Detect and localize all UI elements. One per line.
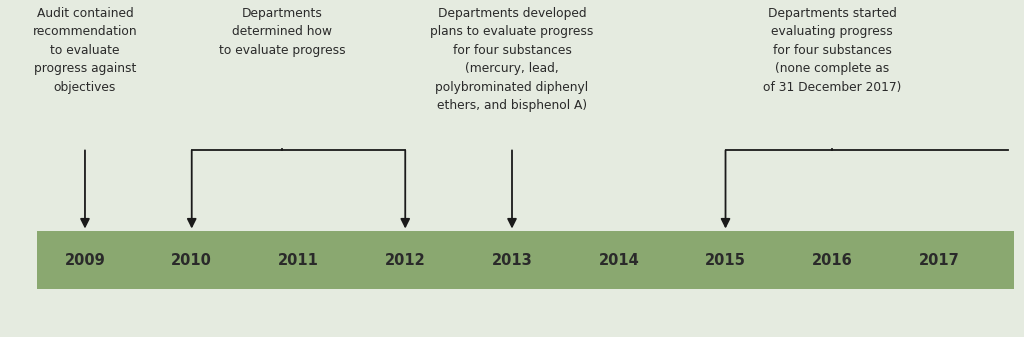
Text: 2016: 2016 [812, 253, 853, 268]
Text: Departments started
evaluating progress
for four substances
(none complete as
of: Departments started evaluating progress … [763, 7, 901, 94]
Text: 2010: 2010 [171, 253, 212, 268]
Text: 2014: 2014 [598, 253, 639, 268]
Bar [37, 231, 1014, 289]
Text: 2015: 2015 [706, 253, 745, 268]
Text: 2011: 2011 [279, 253, 318, 268]
Text: 2012: 2012 [385, 253, 426, 268]
Text: 2017: 2017 [919, 253, 959, 268]
Text: 2009: 2009 [65, 253, 105, 268]
Text: Departments
determined how
to evaluate progress: Departments determined how to evaluate p… [219, 7, 346, 57]
Text: Audit contained
recommendation
to evaluate
progress against
objectives: Audit contained recommendation to evalua… [33, 7, 137, 94]
Text: 2013: 2013 [492, 253, 532, 268]
Text: Departments developed
plans to evaluate progress
for four substances
(mercury, l: Departments developed plans to evaluate … [430, 7, 594, 112]
